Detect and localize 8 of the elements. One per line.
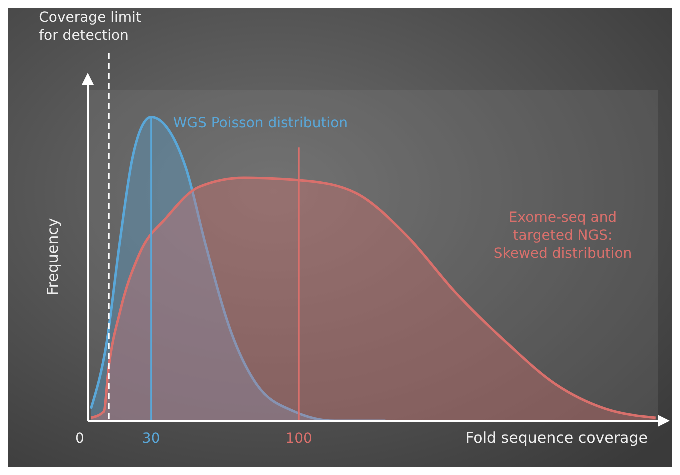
x-axis-title: Fold sequence coverage (466, 429, 648, 447)
x-tick-label: 30 (142, 431, 160, 447)
ref-line-label: Coverage limit for detection (39, 10, 142, 44)
y-axis-title: Frequency (44, 218, 62, 296)
series-label: WGS Poisson distribution (173, 115, 348, 132)
x-tick-label: 0 (76, 431, 84, 447)
x-tick-label: 100 (286, 431, 312, 447)
text: Exome-seq and targeted NGS: Skewed distribution (494, 210, 632, 262)
